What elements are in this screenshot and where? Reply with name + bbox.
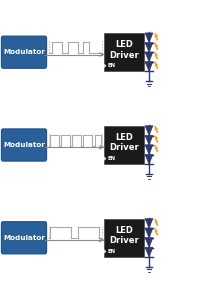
Text: EN: EN — [107, 249, 115, 254]
Polygon shape — [145, 126, 153, 136]
Polygon shape — [104, 64, 106, 68]
Polygon shape — [145, 154, 153, 164]
FancyBboxPatch shape — [1, 222, 47, 254]
Text: EN: EN — [107, 156, 115, 161]
Polygon shape — [145, 135, 153, 145]
Text: Modulator: Modulator — [3, 142, 45, 148]
Text: Modulator: Modulator — [3, 235, 45, 241]
Polygon shape — [145, 145, 153, 155]
Polygon shape — [145, 62, 153, 72]
FancyBboxPatch shape — [104, 219, 144, 257]
Polygon shape — [145, 43, 153, 52]
Polygon shape — [145, 33, 153, 43]
Polygon shape — [145, 52, 153, 62]
Text: Driver: Driver — [109, 50, 139, 60]
Polygon shape — [145, 247, 153, 257]
Polygon shape — [145, 219, 153, 229]
FancyBboxPatch shape — [1, 36, 47, 68]
Text: LED: LED — [115, 40, 133, 50]
Text: Modulator: Modulator — [3, 49, 45, 55]
Polygon shape — [104, 250, 106, 253]
Polygon shape — [104, 157, 106, 160]
Text: EN: EN — [107, 63, 115, 68]
FancyBboxPatch shape — [1, 129, 47, 161]
FancyBboxPatch shape — [104, 126, 144, 164]
Polygon shape — [145, 238, 153, 248]
Text: LED: LED — [115, 226, 133, 235]
FancyBboxPatch shape — [104, 33, 144, 71]
Text: LED: LED — [115, 133, 133, 142]
Polygon shape — [145, 228, 153, 238]
Text: Driver: Driver — [109, 143, 139, 153]
Text: Driver: Driver — [109, 236, 139, 245]
